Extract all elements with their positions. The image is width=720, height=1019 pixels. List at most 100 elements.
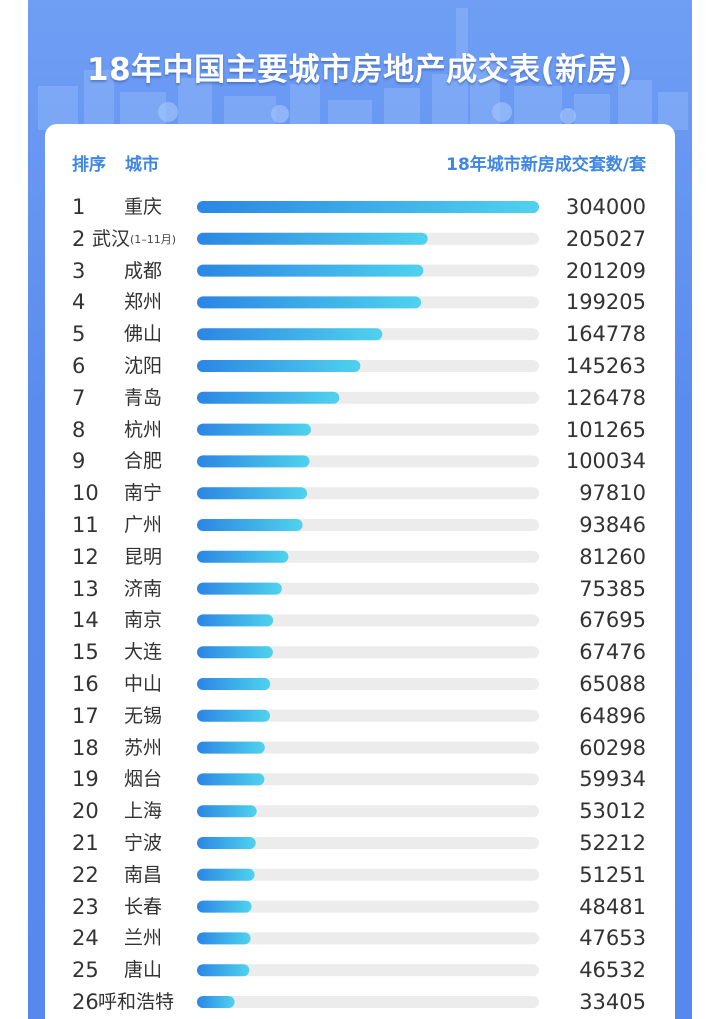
city-name: 唐山 [124, 959, 163, 982]
city-name: 济南 [124, 577, 163, 600]
value-label: 52212 [579, 831, 646, 855]
rank-label: 24 [72, 926, 99, 951]
bar-track [197, 964, 539, 977]
city-label: 长春 [124, 895, 224, 919]
rank-label: 14 [72, 608, 99, 633]
city-name: 青岛 [124, 386, 163, 409]
city-name: 郑州 [124, 291, 163, 314]
rank-label: 17 [72, 703, 99, 728]
rank-label: 10 [72, 481, 99, 506]
bar [197, 423, 311, 436]
bar [197, 678, 271, 690]
city-name: 重庆 [124, 196, 163, 218]
rank-label: 22 [72, 862, 99, 887]
bar-track [197, 614, 539, 627]
bar [197, 391, 340, 404]
city-label: 青岛 [124, 386, 224, 410]
bar [197, 741, 265, 754]
rank-label: 21 [72, 831, 99, 855]
city-label: 唐山 [124, 958, 224, 982]
bar [197, 837, 256, 849]
header-city: 城市 [125, 155, 159, 175]
city-name: 中山 [124, 673, 163, 695]
city-label: 中山 [124, 672, 224, 696]
rank-label: 9 [72, 449, 86, 474]
city-label: 成都 [124, 259, 224, 283]
city-name: 成都 [124, 259, 163, 282]
city-label: 南京 [124, 608, 224, 632]
city-label: 呼和浩特 [98, 990, 198, 1014]
rank-label: 7 [72, 385, 86, 410]
bar-track [197, 868, 539, 881]
rank-label: 12 [72, 544, 99, 569]
bar [197, 646, 273, 659]
bar [197, 487, 308, 500]
bar-track [197, 773, 539, 786]
bar-track [197, 932, 539, 945]
rank-label: 6 [72, 354, 86, 378]
bar [197, 455, 310, 468]
city-label: 济南 [124, 577, 224, 601]
city-label: 南宁 [124, 481, 224, 505]
city-name: 兰州 [124, 927, 163, 950]
rank-label: 11 [72, 513, 99, 537]
rank-label: 25 [72, 958, 99, 983]
rank-label: 1 [72, 195, 86, 219]
value-label: 47653 [579, 926, 646, 951]
bar [197, 900, 252, 913]
value-label: 164778 [565, 322, 646, 347]
city-label: 郑州 [124, 290, 224, 314]
bar-track [197, 582, 539, 595]
bar [197, 519, 303, 531]
value-label: 101265 [565, 417, 646, 442]
value-label: 75385 [579, 576, 646, 601]
value-label: 59934 [579, 767, 646, 792]
city-name: 南宁 [124, 482, 163, 505]
value-label: 65088 [579, 672, 646, 696]
city-label: 重庆 [124, 195, 224, 219]
city-name: 杭州 [124, 418, 163, 441]
city-name: 沈阳 [124, 355, 163, 377]
city-label: 烟台 [124, 767, 224, 791]
bar [197, 264, 424, 277]
bar-track [197, 900, 539, 913]
city-label: 上海 [124, 799, 224, 823]
city-label: 兰州 [124, 926, 224, 950]
value-label: 81260 [579, 544, 646, 569]
bar-track [197, 678, 539, 690]
city-label: 合肥 [124, 449, 224, 473]
rank-label: 3 [72, 258, 86, 283]
rank-label: 23 [72, 894, 99, 919]
city-name: 南昌 [124, 863, 163, 886]
rank-label: 8 [72, 417, 86, 442]
bar [197, 582, 282, 595]
city-name: 昆明 [124, 545, 163, 568]
city-name: 佛山 [124, 323, 163, 346]
bar [197, 709, 271, 722]
city-label: 昆明 [124, 545, 224, 569]
value-label: 67476 [579, 640, 646, 665]
value-label: 201209 [565, 258, 646, 283]
bar [197, 232, 428, 245]
rank-label: 19 [72, 767, 99, 792]
bar [197, 996, 235, 1008]
city-label: 杭州 [124, 418, 224, 442]
bar-track [197, 741, 539, 754]
rank-label: 13 [72, 576, 99, 601]
city-name: 武汉 [92, 227, 131, 250]
bar [197, 296, 422, 309]
bar [197, 360, 361, 372]
bar [197, 805, 257, 818]
city-label: 大连 [124, 640, 224, 664]
bar [197, 868, 255, 881]
bar-track [197, 646, 539, 659]
bar [197, 932, 251, 945]
value-label: 205027 [565, 226, 646, 251]
city-label: 无锡 [124, 704, 224, 728]
city-label: 沈阳 [124, 354, 224, 378]
city-label: 广州 [124, 513, 224, 537]
city-label: 武汉(1–11月) [92, 227, 192, 252]
chart-title: 18年中国主要城市房地产成交表(新房) [87, 52, 633, 88]
bar-track [197, 837, 539, 849]
